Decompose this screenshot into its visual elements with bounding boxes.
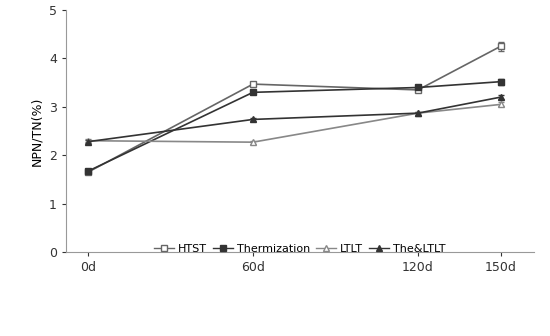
Legend: HTST, Thermization, LTLT, The&LTLT: HTST, Thermization, LTLT, The&LTLT	[150, 240, 450, 258]
Y-axis label: NPN/TN(%): NPN/TN(%)	[30, 96, 43, 166]
